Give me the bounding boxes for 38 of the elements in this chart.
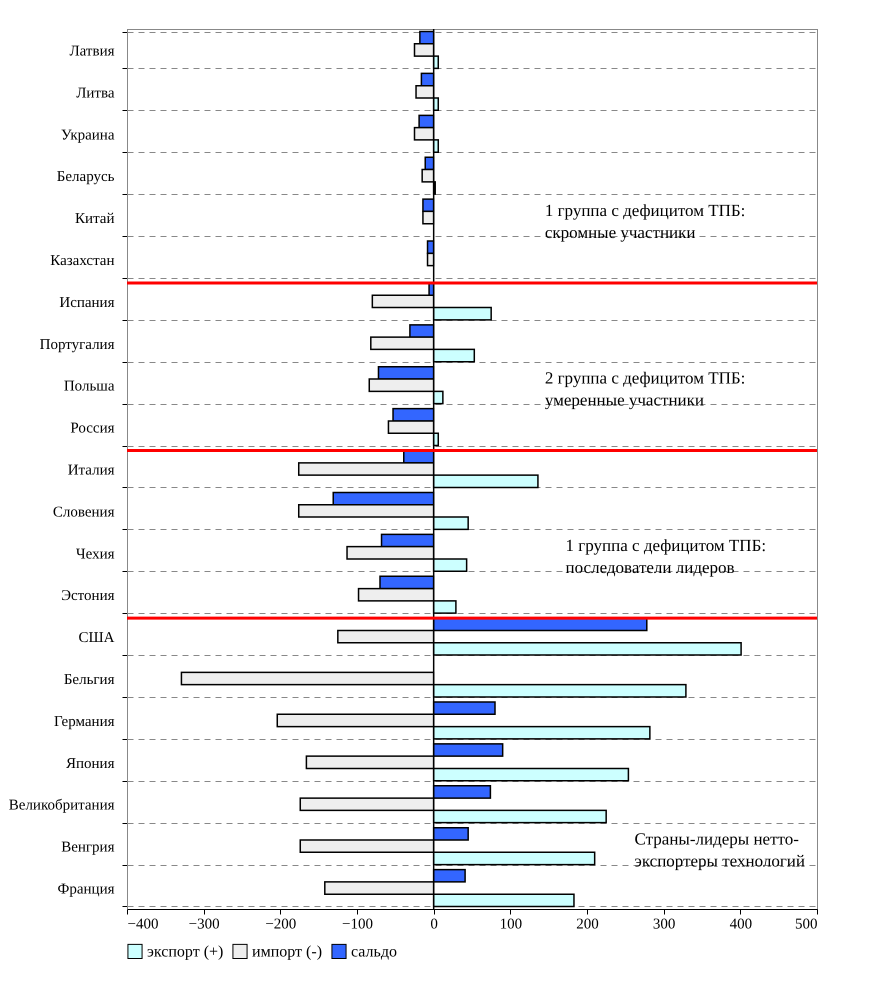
y-tick-label: Великобритания: [8, 798, 115, 814]
x-tick-label: 300: [652, 916, 676, 932]
y-tick-label: США: [78, 630, 115, 646]
x-tick-label: −400: [128, 916, 158, 932]
x-tick-label: 0: [430, 916, 438, 932]
y-tick-label: Япония: [66, 756, 115, 772]
annotation: 1 группа с дефицитом ТПБ: последователи лидеров: [566, 536, 766, 578]
y-tick-label: Беларусь: [56, 169, 115, 186]
x-tick-label: 500: [795, 916, 818, 932]
x-tick-label: 100: [500, 916, 522, 932]
legend-label: импорт (-): [252, 943, 322, 960]
y-tick-label: Россия: [70, 420, 115, 437]
y-tick-label: Италия: [68, 462, 115, 478]
y-tick-label: Бельгия: [64, 672, 115, 688]
y-tick-label: Китай: [75, 211, 114, 228]
y-tick-label: Испания: [59, 294, 115, 311]
y-tick-label: Украина: [61, 127, 115, 144]
y-tick-label: Эстония: [61, 588, 115, 604]
annotation: 2 группа с дефицитом ТПБ: умеренные участники: [544, 368, 746, 410]
annotation: 1 группа с дефицитом ТПБ: скромные участники: [544, 200, 746, 242]
y-tick-label: Польша: [64, 378, 115, 395]
x-tick-label: 200: [576, 916, 599, 932]
y-tick-label: Венгрия: [61, 840, 115, 856]
y-tick-label: Чехия: [76, 546, 115, 562]
y-tick-label: Португалия: [40, 336, 115, 353]
y-tick-label: Латвия: [69, 43, 115, 60]
legend-label: экспорт (+): [147, 943, 224, 960]
annotation: Страны-лидеры нетто- экспортеры технологий: [634, 829, 806, 870]
y-tick-label: Казахстан: [50, 252, 114, 269]
x-tick-label: −200: [265, 916, 296, 932]
y-tick-label: Франция: [58, 882, 115, 898]
legend-label: сальдо: [351, 943, 397, 960]
y-tick-label: Словения: [52, 504, 115, 520]
y-tick-label: Литва: [76, 85, 115, 102]
x-tick-label: −300: [188, 916, 220, 932]
y-tick-label: Германия: [54, 714, 115, 730]
x-tick-label: 400: [730, 916, 752, 932]
x-tick-label: −100: [342, 916, 373, 932]
